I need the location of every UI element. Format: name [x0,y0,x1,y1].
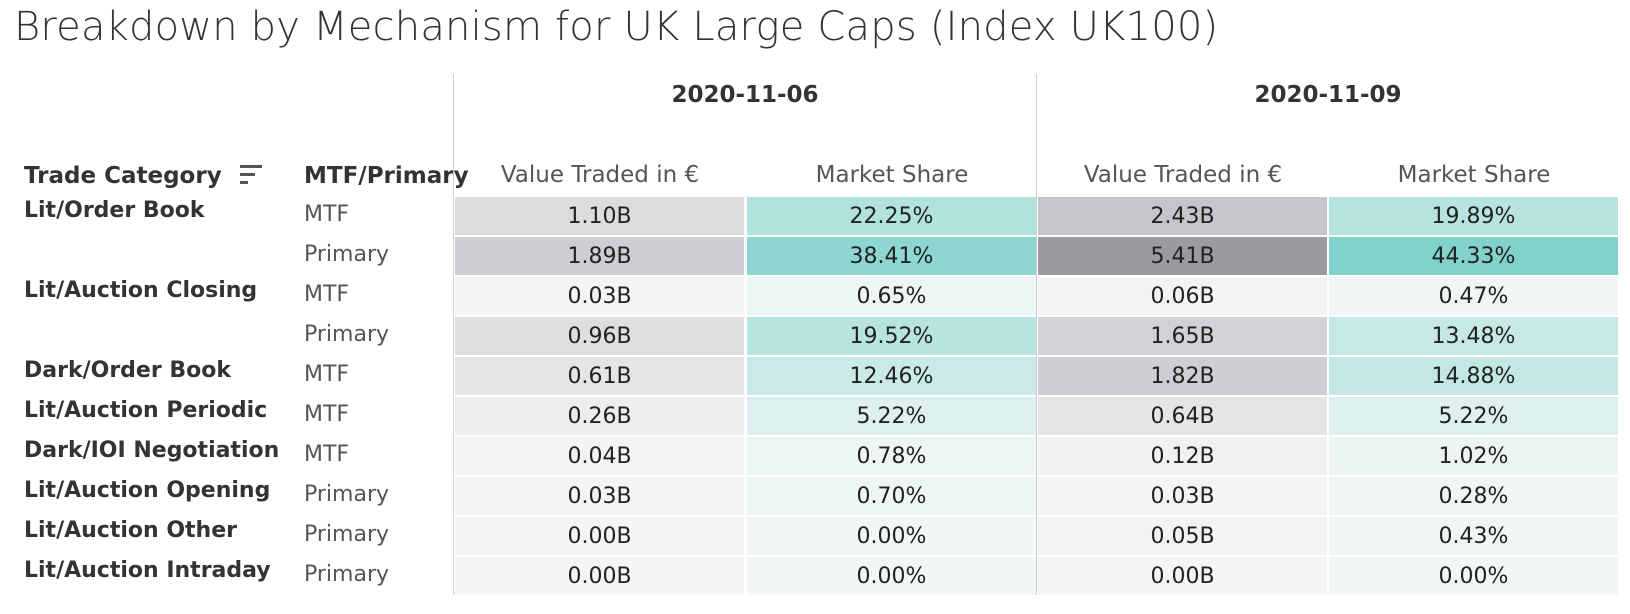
market-share-header-2: Market Share [1397,162,1551,188]
column-divider [1036,74,1037,595]
value-traded-cell: 0.00B [455,517,744,555]
market-share-header-1: Market Share [815,162,969,188]
mechanism-label: Primary [304,322,390,347]
market-share-cell: 0.78% [747,437,1036,475]
mechanism-label: Primary [304,522,390,547]
value-traded-cell: 0.03B [1038,477,1327,515]
value-traded-cell: 1.82B [1038,357,1327,395]
value-traded-cell: 0.00B [455,557,744,595]
value-traded-cell: 2.43B [1038,197,1327,235]
market-share-cell: 0.00% [747,517,1036,555]
market-share-cell: 44.33% [1329,237,1618,275]
trade-category-label: Lit/Order Book [24,198,205,223]
value-traded-cell: 5.41B [1038,237,1327,275]
value-traded-cell: 0.12B [1038,437,1327,475]
value-traded-cell: 0.04B [455,437,744,475]
market-share-cell: 19.89% [1329,197,1618,235]
market-share-cell: 5.22% [747,397,1036,435]
value-traded-cell: 0.05B [1038,517,1327,555]
trade-category-header: Trade Category [24,163,222,189]
value-traded-cell: 0.61B [455,357,744,395]
market-share-cell: 0.28% [1329,477,1618,515]
value-traded-cell: 0.26B [455,397,744,435]
market-share-cell: 12.46% [747,357,1036,395]
value-traded-header-2: Value Traded in € [1083,162,1283,188]
chart-title: Breakdown by Mechanism for UK Large Caps… [14,4,1219,50]
mechanism-label: Primary [304,562,390,587]
trade-category-label: Lit/Auction Periodic [24,398,268,423]
trade-category-label: Lit/Auction Intraday [24,558,271,583]
mtf-primary-header: MTF/Primary [304,163,469,189]
mechanism-label: Primary [304,242,390,267]
value-traded-cell: 1.10B [455,197,744,235]
market-share-cell: 13.48% [1329,317,1618,355]
market-share-cell: 38.41% [747,237,1036,275]
value-traded-header-1: Value Traded in € [500,162,700,188]
market-share-cell: 0.70% [747,477,1036,515]
value-traded-cell: 0.03B [455,277,744,315]
market-share-cell: 0.47% [1329,277,1618,315]
mechanism-label: MTF [304,442,350,467]
market-share-cell: 0.65% [747,277,1036,315]
market-share-cell: 19.52% [747,317,1036,355]
value-traded-cell: 0.03B [455,477,744,515]
trade-category-label: Dark/IOI Negotiation [24,438,280,463]
trade-category-label: Lit/Auction Other [24,518,237,543]
trade-category-label: Lit/Auction Opening [24,478,271,503]
mechanism-label: MTF [304,362,350,387]
trade-category-label: Dark/Order Book [24,358,231,383]
market-share-cell: 1.02% [1329,437,1618,475]
mechanism-label: MTF [304,402,350,427]
sort-icon[interactable] [240,165,262,185]
trade-category-label: Lit/Auction Closing [24,278,258,303]
value-traded-cell: 0.06B [1038,277,1327,315]
market-share-cell: 0.00% [747,557,1036,595]
column-divider [453,74,454,595]
market-share-cell: 14.88% [1329,357,1618,395]
value-traded-cell: 0.00B [1038,557,1327,595]
value-traded-cell: 0.64B [1038,397,1327,435]
value-traded-cell: 1.65B [1038,317,1327,355]
mechanism-label: MTF [304,202,350,227]
value-traded-cell: 1.89B [455,237,744,275]
mechanism-label: Primary [304,482,390,507]
date-header-2: 2020-11-09 [1254,82,1402,108]
value-traded-cell: 0.96B [455,317,744,355]
mechanism-label: MTF [304,282,350,307]
market-share-cell: 22.25% [747,197,1036,235]
market-share-cell: 0.00% [1329,557,1618,595]
date-header-1: 2020-11-06 [671,82,819,108]
market-share-cell: 0.43% [1329,517,1618,555]
market-share-cell: 5.22% [1329,397,1618,435]
